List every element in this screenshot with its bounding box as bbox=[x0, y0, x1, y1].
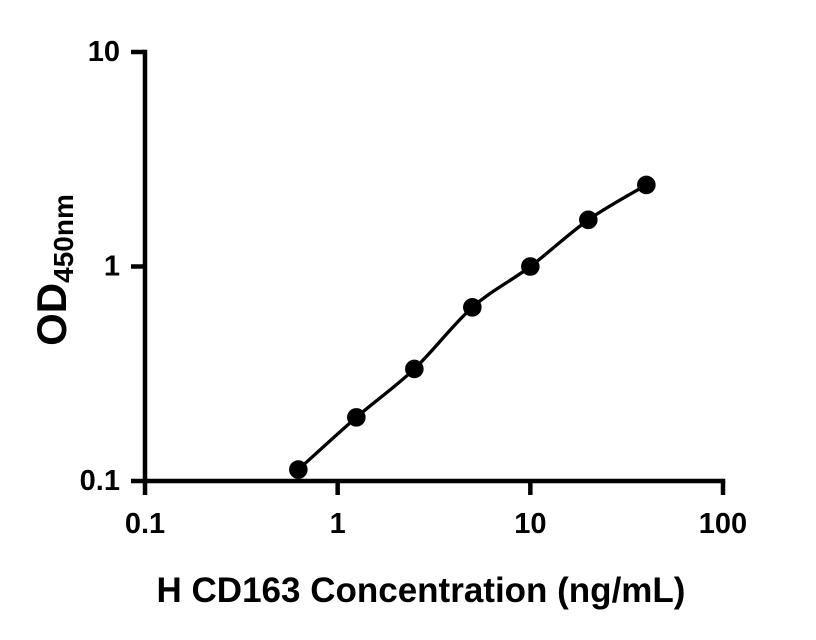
x-axis-title: H CD163 Concentration (ng/mL) bbox=[157, 571, 686, 610]
x-tick-label: 1 bbox=[330, 508, 346, 540]
x-tick-label: 100 bbox=[699, 508, 747, 540]
series-layer bbox=[289, 175, 656, 479]
axes-layer: 0.1 1 10 100 0.1 1 10 bbox=[80, 36, 748, 540]
y-tick-label: 10 bbox=[88, 36, 120, 68]
y-axis-title-main: OD bbox=[28, 283, 75, 346]
data-point-marker bbox=[521, 257, 540, 276]
y-tick-label: 1 bbox=[104, 251, 120, 283]
y-axis-title-subscript: 450nm bbox=[48, 194, 79, 283]
x-tick-label: 10 bbox=[514, 508, 546, 540]
data-point-marker bbox=[637, 175, 656, 195]
standard-curve-line bbox=[297, 183, 648, 471]
data-point-marker bbox=[579, 210, 598, 230]
data-point-marker bbox=[289, 460, 308, 479]
y-tick-label: 0.1 bbox=[80, 465, 120, 497]
x-tick-label: 0.1 bbox=[125, 508, 165, 540]
data-point-marker bbox=[405, 359, 424, 379]
axis-spines bbox=[142, 49, 726, 484]
data-point-marker bbox=[463, 298, 482, 317]
data-point-marker bbox=[347, 408, 366, 427]
y-axis-title: OD450nm bbox=[28, 194, 79, 346]
